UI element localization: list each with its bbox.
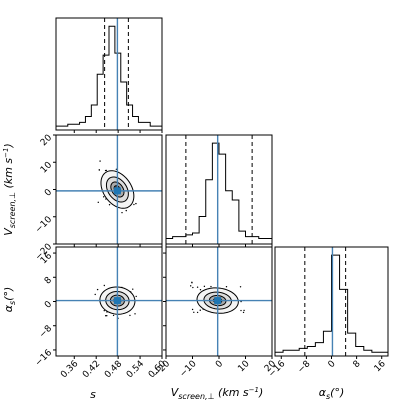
sample-point bbox=[121, 211, 123, 214]
y-tick-label-a: −16 bbox=[34, 348, 55, 369]
sample-point bbox=[106, 315, 108, 317]
truth-marker bbox=[113, 297, 121, 305]
x-tick-label-a: 0 bbox=[326, 359, 337, 370]
sample-point bbox=[96, 288, 99, 291]
sample-point bbox=[94, 293, 96, 296]
histogram-s bbox=[55, 25, 163, 130]
sample-point bbox=[242, 311, 245, 314]
sample-point bbox=[102, 196, 105, 198]
pair-panel-s-v bbox=[55, 134, 163, 245]
sample-point bbox=[135, 295, 137, 298]
sample-point bbox=[105, 169, 108, 172]
sample-point bbox=[105, 315, 107, 317]
sample-point bbox=[133, 203, 135, 206]
y-tick-label-a: 8 bbox=[43, 275, 54, 286]
ylabel-a: αs(°) bbox=[2, 287, 17, 313]
sample-point bbox=[196, 286, 199, 288]
sample-point bbox=[132, 288, 134, 290]
x-tick-label-a: 16 bbox=[373, 359, 388, 374]
x-tick-label-a: 8 bbox=[352, 359, 363, 370]
truth-marker bbox=[113, 187, 121, 195]
sample-point bbox=[243, 309, 245, 312]
frame-s bbox=[55, 17, 163, 131]
pair-panel-v-a bbox=[165, 246, 273, 357]
pair-panel-s-a bbox=[55, 246, 163, 357]
sample-point bbox=[98, 169, 101, 171]
ylabel-v: Vscreen,⊥ (km s−1) bbox=[2, 143, 17, 236]
y-tick-label-v: 0 bbox=[43, 187, 54, 198]
x-tick-label-s: 0.36 bbox=[59, 359, 80, 380]
x-tick-label-s: 0.54 bbox=[125, 359, 146, 380]
y-tick-label-a: 0 bbox=[43, 299, 54, 310]
hist-panel-a bbox=[274, 246, 389, 357]
contour-2 bbox=[203, 291, 232, 310]
sample-point bbox=[135, 202, 137, 205]
hist-panel-s bbox=[55, 17, 163, 131]
sample-point bbox=[192, 286, 194, 289]
contour-3 bbox=[100, 170, 135, 209]
sample-point bbox=[239, 286, 242, 288]
sample-point bbox=[199, 288, 202, 291]
sample-point bbox=[191, 308, 194, 311]
truth-marker bbox=[214, 297, 222, 305]
contour-1 bbox=[110, 181, 125, 198]
sample-point bbox=[108, 203, 111, 206]
y-tick-label-a: −8 bbox=[38, 324, 55, 341]
sample-point bbox=[193, 311, 195, 313]
x-tick-label-a: −8 bbox=[296, 359, 313, 376]
histogram-v bbox=[165, 142, 273, 244]
sample-point bbox=[125, 209, 127, 212]
sample-point bbox=[196, 311, 199, 314]
x-tick-label-v: 0 bbox=[214, 359, 225, 370]
sample-point bbox=[129, 314, 131, 317]
sample-point bbox=[112, 314, 115, 317]
x-tick-label-s: 0.42 bbox=[81, 359, 102, 380]
x-tick-label-v: 10 bbox=[236, 359, 251, 374]
sample-point bbox=[199, 309, 201, 311]
x-tick-label-s: 0.48 bbox=[103, 359, 124, 380]
y-tick-label-v: 20 bbox=[39, 133, 54, 148]
contour-3 bbox=[196, 287, 239, 314]
sample-point bbox=[210, 285, 212, 288]
sample-point bbox=[103, 284, 106, 287]
y-tick-label-v: −10 bbox=[34, 215, 55, 236]
sample-point bbox=[191, 282, 193, 284]
x-tick-label-v: −20 bbox=[152, 359, 173, 380]
sample-point bbox=[134, 313, 136, 315]
hist-panel-v bbox=[165, 134, 273, 245]
x-tick-label-v: −10 bbox=[178, 359, 199, 380]
sample-point bbox=[99, 160, 101, 162]
xlabel-a: αs(°) bbox=[319, 386, 345, 401]
xlabel-s: s bbox=[90, 388, 96, 401]
histogram-a bbox=[274, 254, 389, 356]
sample-point bbox=[190, 285, 192, 287]
xlabel-v: Vscreen,⊥ (km s−1) bbox=[171, 386, 264, 401]
contour-2 bbox=[105, 176, 129, 203]
sample-point bbox=[103, 309, 105, 312]
sample-point bbox=[97, 201, 99, 204]
sample-point bbox=[203, 285, 206, 288]
sample-point bbox=[240, 309, 242, 312]
sample-point bbox=[225, 286, 228, 288]
y-tick-label-v: 10 bbox=[39, 160, 54, 175]
